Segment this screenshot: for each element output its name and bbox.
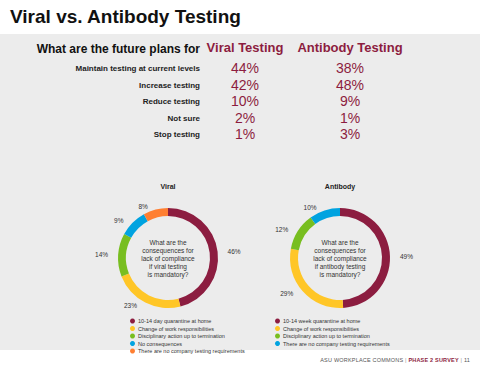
html-text:Increase testing: Increase testing xyxy=(139,80,200,90)
html-text:48%: 48% xyxy=(336,76,364,93)
html-text:38%: 38% xyxy=(336,60,364,76)
svg-text:8%: 8% xyxy=(138,203,148,210)
svg-text:if viral testing: if viral testing xyxy=(149,263,187,271)
html-text:1%: 1% xyxy=(234,126,256,142)
html-text:10%: 10% xyxy=(231,93,259,109)
html-text:Viral Testing: Viral Testing xyxy=(206,40,284,55)
svg-text:29%: 29% xyxy=(280,290,293,297)
svg-text:Viral: Viral xyxy=(160,183,175,190)
svg-text:lack of compliance: lack of compliance xyxy=(313,255,367,263)
svg-text:lack of compliance: lack of compliance xyxy=(141,255,195,263)
html-text:Reduce testing: Reduce testing xyxy=(142,97,200,106)
svg-text:is mandatory?: is mandatory? xyxy=(148,271,189,279)
svg-text:12%: 12% xyxy=(275,226,288,233)
svg-text:if antibody testing: if antibody testing xyxy=(315,263,366,271)
html-text:2%: 2% xyxy=(234,109,256,126)
html-text:44%: 44% xyxy=(231,60,259,76)
html-text:Antibody Testing: Antibody Testing xyxy=(297,40,403,55)
html-text:3%: 3% xyxy=(339,126,361,142)
svg-text:14%: 14% xyxy=(95,251,108,258)
svg-text:consequences for: consequences for xyxy=(314,247,366,255)
svg-text:23%: 23% xyxy=(124,302,137,309)
svg-text:consequences for: consequences for xyxy=(142,247,194,255)
html-text:1%: 1% xyxy=(339,109,361,126)
svg-text:10-14 day quarantine at home: 10-14 day quarantine at home xyxy=(138,318,211,324)
html-text:Stop testing: Stop testing xyxy=(153,130,200,139)
svg-text:Disciplinary action up to term: Disciplinary action up to termination xyxy=(283,333,370,339)
html-text:9%: 9% xyxy=(339,93,361,109)
svg-text:is mandatory?: is mandatory? xyxy=(320,271,361,279)
svg-text:46%: 46% xyxy=(228,248,241,255)
svg-text:9%: 9% xyxy=(114,217,124,224)
html-text:Viral vs. Antibody Testing: Viral vs. Antibody Testing xyxy=(10,6,241,27)
svg-text:Disciplinary action up to term: Disciplinary action up to termination xyxy=(138,333,225,339)
svg-text:There are no company testing r: There are no company testing requirement… xyxy=(283,341,390,347)
svg-text:What are the: What are the xyxy=(149,239,187,246)
html-text:What are the future plans for: What are the future plans for xyxy=(36,42,200,56)
html-text:ASU WORKPLACE COMMONS | PHASE: ASU WORKPLACE COMMONS | PHASE 2 SURVEY |… xyxy=(320,357,470,363)
svg-text:10%: 10% xyxy=(304,204,317,211)
html-text:Not sure: Not sure xyxy=(167,113,200,123)
svg-text:What are the: What are the xyxy=(321,239,359,246)
svg-text:Antibody: Antibody xyxy=(325,183,355,191)
svg-text:10-14 week quarantine at home: 10-14 week quarantine at home xyxy=(283,318,360,324)
svg-text:No consequences: No consequences xyxy=(138,341,182,347)
svg-text:Change of work responsibilitie: Change of work responsibilities xyxy=(138,326,214,332)
html-text:Maintain testing at current le: Maintain testing at current levels xyxy=(75,64,200,73)
svg-text:There are no company testing r: There are no company testing requirement… xyxy=(138,348,245,354)
svg-text:49%: 49% xyxy=(400,253,413,260)
html-text:42%: 42% xyxy=(231,76,259,93)
svg-text:Change of work responsibilitie: Change of work responsibilities xyxy=(283,326,359,332)
